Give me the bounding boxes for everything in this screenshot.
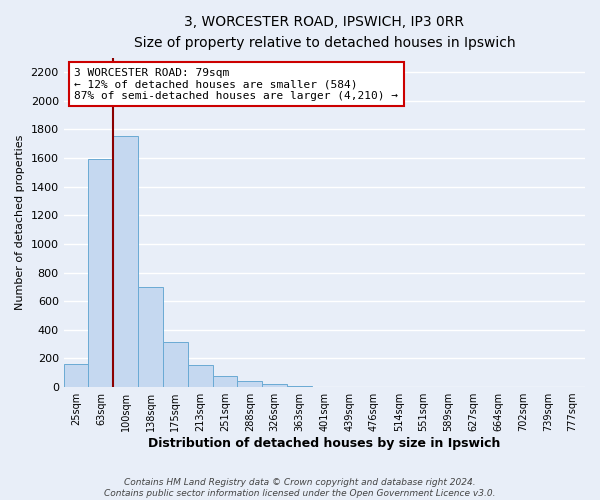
Text: 3 WORCESTER ROAD: 79sqm
← 12% of detached houses are smaller (584)
87% of semi-d: 3 WORCESTER ROAD: 79sqm ← 12% of detache… xyxy=(74,68,398,101)
Bar xyxy=(287,386,312,387)
Bar xyxy=(88,160,113,387)
Title: 3, WORCESTER ROAD, IPSWICH, IP3 0RR
Size of property relative to detached houses: 3, WORCESTER ROAD, IPSWICH, IP3 0RR Size… xyxy=(134,15,515,50)
Text: Contains HM Land Registry data © Crown copyright and database right 2024.
Contai: Contains HM Land Registry data © Crown c… xyxy=(104,478,496,498)
Bar xyxy=(64,364,88,387)
Y-axis label: Number of detached properties: Number of detached properties xyxy=(15,134,25,310)
X-axis label: Distribution of detached houses by size in Ipswich: Distribution of detached houses by size … xyxy=(148,437,500,450)
Bar xyxy=(262,384,287,387)
Bar xyxy=(212,376,238,387)
Bar xyxy=(138,287,163,387)
Bar xyxy=(238,380,262,387)
Bar xyxy=(113,136,138,387)
Bar xyxy=(163,342,188,387)
Bar xyxy=(188,365,212,387)
